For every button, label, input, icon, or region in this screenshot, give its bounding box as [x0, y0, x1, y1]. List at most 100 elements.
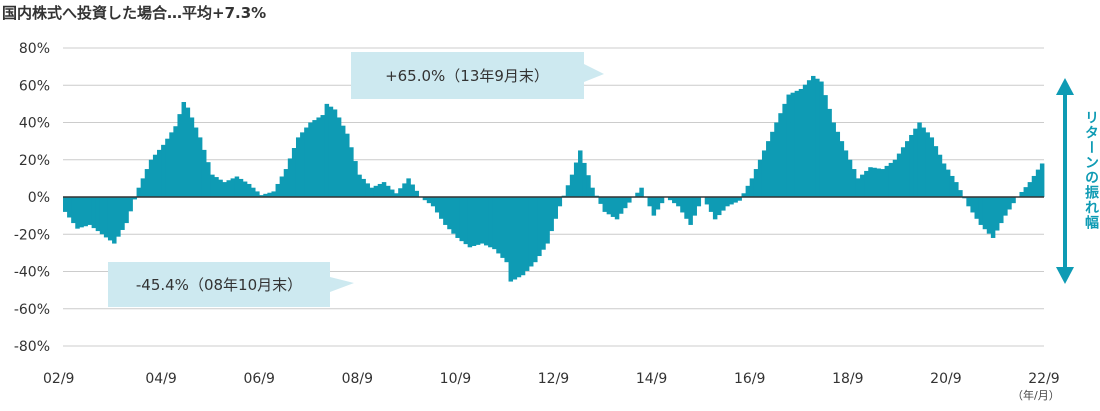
x-tick-label: 08/9: [342, 371, 373, 387]
bar: [757, 159, 763, 197]
callout-text-peak: +65.0%（13年9月末）: [385, 67, 549, 85]
bar: [242, 181, 248, 197]
bar: [238, 178, 244, 197]
bar: [627, 197, 632, 203]
bar: [954, 182, 959, 197]
bar: [455, 197, 460, 238]
bar: [463, 197, 469, 245]
bar: [974, 197, 979, 219]
bar: [941, 163, 947, 197]
bar: [328, 106, 334, 197]
bar: [169, 132, 174, 197]
bar: [970, 197, 975, 213]
callout-box-peak: [351, 52, 604, 99]
y-tick-label: 20%: [19, 153, 50, 169]
bar: [704, 197, 710, 205]
bar: [876, 168, 881, 197]
bar: [729, 197, 734, 205]
bar: [827, 108, 832, 197]
bar: [647, 197, 652, 207]
bar: [467, 197, 473, 248]
bar: [471, 197, 477, 246]
bar: [913, 128, 918, 197]
bar: [459, 197, 464, 242]
bar: [222, 182, 227, 197]
bar: [226, 180, 231, 197]
bar: [610, 197, 616, 217]
bar: [994, 197, 1000, 231]
bar: [905, 141, 910, 198]
bar: [766, 141, 771, 198]
bar: [802, 84, 808, 197]
bar: [406, 178, 411, 198]
x-tick-label: 02/9: [43, 371, 74, 387]
bar: [851, 169, 857, 197]
bar: [263, 193, 268, 197]
bar: [999, 197, 1004, 224]
bar: [721, 197, 726, 211]
bar: [1039, 163, 1045, 197]
bar: [177, 114, 182, 197]
bar: [737, 197, 742, 201]
bar: [390, 189, 395, 197]
x-axis-tick-labels: 02/9 04/9 06/9 08/9 10/9 12/9 14/9 16/9 18/9 20/9…: [43, 371, 1060, 387]
bar: [614, 197, 620, 220]
bar: [1019, 191, 1024, 197]
bar: [598, 197, 603, 204]
bar: [909, 134, 914, 197]
bar: [206, 162, 211, 197]
bar: [945, 169, 951, 197]
callouts: +65.0%（13年9月末） -45.4%（08年10月末）: [108, 52, 604, 307]
bar: [794, 90, 800, 197]
x-tick-label: 04/9: [145, 371, 176, 387]
bar: [300, 132, 305, 197]
bar: [815, 78, 820, 197]
bar: [144, 169, 150, 197]
bar: [353, 161, 358, 197]
bar: [986, 197, 992, 234]
bar: [259, 195, 264, 197]
x-tick-label: 06/9: [243, 371, 274, 387]
bar: [488, 197, 493, 248]
bar: [753, 169, 759, 197]
bar: [578, 150, 583, 197]
bar: [778, 113, 783, 197]
x-tick-label: 22/9: [1028, 371, 1059, 387]
bar: [91, 197, 97, 229]
bar: [537, 197, 542, 257]
bar: [855, 178, 861, 198]
bar: [484, 197, 489, 246]
bar: [843, 150, 849, 197]
bar: [545, 197, 550, 244]
bar: [426, 197, 432, 204]
bar: [672, 197, 677, 204]
x-tick-label: 16/9: [734, 371, 765, 387]
bar: [316, 117, 321, 197]
bar: [880, 169, 885, 197]
y-tick-label: -20%: [14, 227, 50, 243]
bar: [868, 167, 873, 197]
bar: [128, 197, 133, 212]
bar: [398, 188, 403, 197]
bar: [655, 197, 661, 210]
bar: [937, 154, 943, 197]
bar: [230, 178, 236, 198]
bar: [696, 197, 702, 207]
bar: [606, 197, 612, 215]
bar: [651, 197, 657, 216]
bar: [193, 127, 199, 197]
bar: [1031, 175, 1037, 197]
bar: [173, 126, 178, 197]
bar: [103, 197, 109, 238]
bar: [500, 197, 505, 258]
bar: [394, 193, 399, 197]
bar: [492, 197, 497, 250]
bar: [246, 183, 252, 197]
x-tick-label: 12/9: [538, 371, 569, 387]
bar: [218, 179, 223, 197]
bar: [71, 197, 76, 224]
bar: [340, 125, 346, 197]
bar: [116, 197, 121, 237]
bar: [475, 197, 481, 245]
bar: [377, 183, 383, 197]
